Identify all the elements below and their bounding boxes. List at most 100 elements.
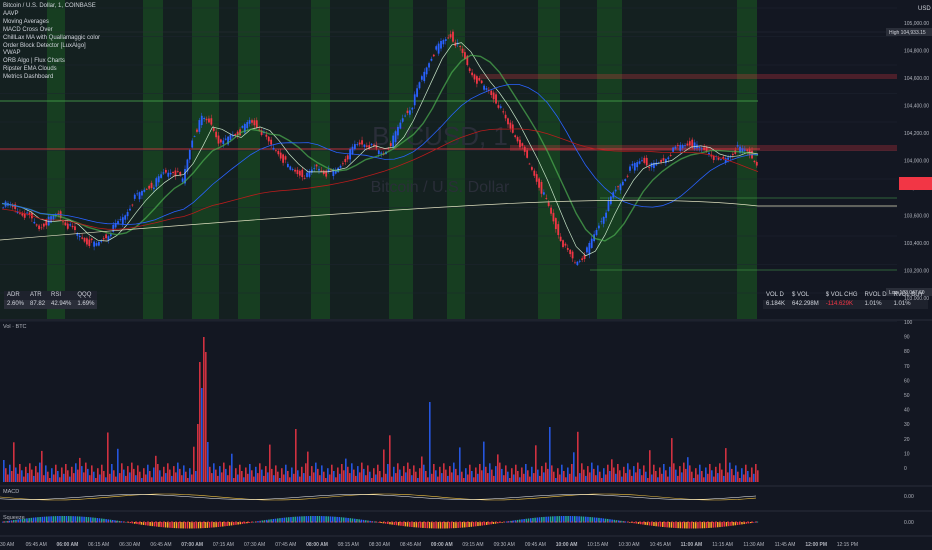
candle-body: [141, 190, 143, 196]
squeeze-bar: [756, 521, 759, 523]
indicator-moving-averages[interactable]: Moving Averages: [3, 18, 49, 25]
candle-body: [631, 163, 634, 166]
indicator-orb-algo[interactable]: ORB Algo | Flux Charts: [3, 58, 65, 65]
volume-bar: [669, 466, 671, 482]
squeeze-bar: [325, 516, 327, 523]
indicator-aavp[interactable]: AAVP: [3, 10, 19, 17]
volume-bar: [607, 464, 609, 482]
candle-body: [179, 172, 182, 176]
squeeze-dot: [387, 521, 389, 523]
candle-body: [272, 147, 275, 150]
macd-pane-label[interactable]: MACD: [3, 489, 20, 495]
volume-bar: [21, 470, 23, 482]
squeeze-bar: [426, 522, 429, 529]
volume-tick: 50: [904, 393, 910, 399]
volume-bar: [415, 471, 417, 482]
squeeze-bar: [296, 516, 299, 523]
indicator-vwap[interactable]: VWAP: [3, 50, 21, 57]
squeeze-dot: [171, 521, 173, 523]
volume-bar: [737, 471, 739, 482]
candle-body: [755, 161, 758, 166]
squeeze-bar: [646, 522, 649, 526]
squeeze-dot: [491, 521, 493, 523]
squeeze-dot: [211, 521, 213, 523]
session-band-light: [413, 0, 447, 319]
currency-label[interactable]: USD: [918, 6, 931, 12]
candle-body: [306, 172, 308, 177]
volume-bar: [377, 464, 379, 482]
squeeze-dot: [655, 521, 657, 523]
candle-body: [430, 58, 433, 61]
squeeze-bar: [651, 522, 653, 526]
volume-bar: [681, 472, 683, 482]
indicator-chilllax-ma[interactable]: ChillLax MA with Quallamaggic color: [3, 34, 101, 41]
volume-bar: [135, 475, 137, 482]
volume-bar: [515, 464, 517, 482]
squeeze-dot: [703, 521, 705, 523]
volume-bar: [485, 466, 487, 482]
volume-bar: [333, 471, 335, 482]
squeeze-bar: [688, 522, 690, 529]
volume-bar: [3, 460, 5, 482]
squeeze-dot: [235, 521, 237, 523]
squeeze-bar: [655, 522, 657, 527]
squeeze-bar: [730, 522, 732, 526]
squeeze-bar: [435, 522, 437, 529]
volume-bar: [133, 468, 135, 482]
squeeze-dot: [191, 521, 193, 523]
volume-bar: [397, 463, 399, 482]
squeeze-bar: [39, 517, 41, 523]
volume-bar: [389, 435, 391, 482]
time-tick: 07:15 AM: [213, 542, 234, 548]
candle-body: [119, 219, 122, 220]
candle-body: [19, 212, 21, 214]
session-band-light: [560, 0, 597, 319]
squeeze-bar: [492, 522, 495, 524]
volume-bar: [709, 464, 711, 482]
squeeze-bar: [453, 522, 455, 529]
candle-body: [746, 149, 749, 152]
indicator-order-block[interactable]: Order Block Detector [LuxAlgo]: [3, 42, 86, 49]
squeeze-bar: [186, 522, 189, 529]
volume-bar: [441, 473, 443, 482]
indicator-ripster-ema[interactable]: Ripster EMA Clouds: [3, 66, 57, 73]
squeeze-bar: [233, 522, 235, 526]
volume-bar: [385, 473, 387, 482]
squeeze-bar: [725, 522, 728, 527]
volume-bar: [217, 475, 219, 482]
volume-bar: [711, 470, 713, 482]
squeeze-bar: [376, 521, 378, 523]
volume-bar: [259, 463, 261, 482]
macd-signal: [0, 494, 757, 500]
squeeze-bar: [670, 522, 673, 528]
candle-body: [114, 223, 117, 228]
squeeze-pane-label[interactable]: Squeeze: [3, 515, 25, 521]
squeeze-bar: [257, 521, 259, 523]
squeeze-bar: [118, 520, 121, 523]
volume-bar: [185, 471, 187, 482]
squeeze-bar: [486, 522, 488, 525]
squeeze-bar: [598, 517, 600, 523]
candle-body: [205, 118, 208, 121]
metric-value: 1.01%: [890, 300, 928, 309]
indicator-macd-cross[interactable]: MACD Cross Over: [3, 26, 53, 33]
volume-bar: [161, 476, 163, 482]
squeeze-bar: [459, 522, 462, 528]
volume-bar: [111, 464, 113, 482]
squeeze-bar: [65, 516, 68, 523]
indicator-metrics-dashboard[interactable]: Metrics Dashboard: [3, 74, 54, 81]
squeeze-bar: [219, 522, 222, 527]
candle-body: [686, 143, 689, 146]
squeeze-bar: [336, 516, 338, 523]
volume-bar: [677, 475, 679, 482]
squeeze-bar: [648, 522, 651, 526]
squeeze-dot: [371, 521, 373, 523]
volume-bar: [381, 477, 383, 482]
time-tick: 10:15 AM: [587, 542, 608, 548]
squeeze-bar: [653, 522, 655, 526]
volume-bar: [197, 424, 199, 482]
session-band: [737, 0, 757, 319]
volume-pane-label[interactable]: Vol · BTC: [3, 324, 27, 330]
symbol-title[interactable]: Bitcoin / U.S. Dollar, 1, COINBASE: [3, 3, 96, 9]
